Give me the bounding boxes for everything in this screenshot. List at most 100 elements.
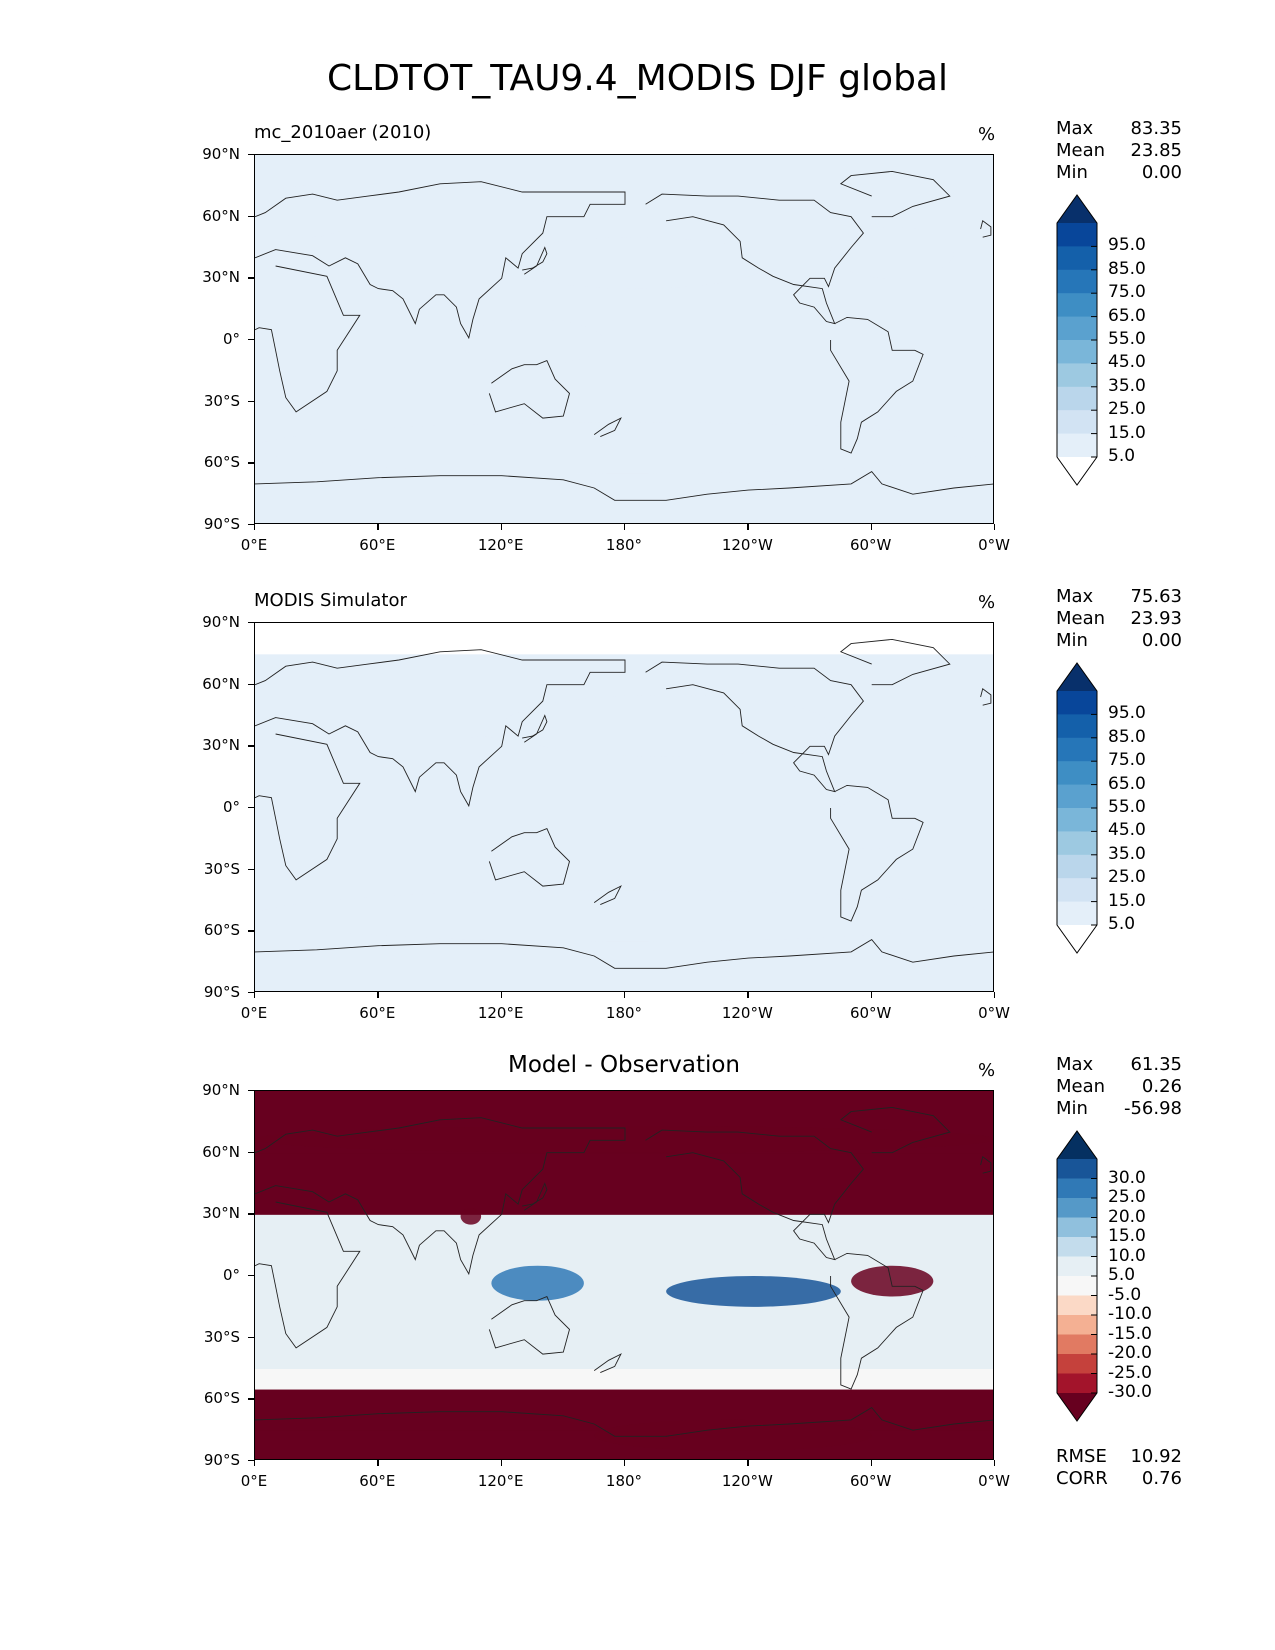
metric-rmse: RMSE 10.92 <box>1056 1446 1182 1468</box>
lat-tick-label: 0° <box>222 330 240 348</box>
zonal-band <box>255 155 993 187</box>
colorbar-swatch <box>1057 386 1097 411</box>
zonal-band <box>255 962 993 991</box>
region-feature <box>491 1265 584 1301</box>
colorbar-extend-min <box>1057 457 1097 485</box>
lon-tick <box>747 992 749 998</box>
colorbar-swatch <box>1057 1159 1097 1179</box>
panel-observation: MODIS Simulator % 90°N 60°N 30°N 0° 30°S 60°S… <box>0 586 1275 1022</box>
colorbar-tick-label: 65.0 <box>1108 305 1146 326</box>
map-plot <box>254 154 994 524</box>
colorbar-tick-label: 15.0 <box>1108 1226 1146 1246</box>
region-feature <box>851 1265 934 1297</box>
coastline <box>593 1353 622 1374</box>
coastline <box>255 471 993 501</box>
lon-tick <box>994 1460 996 1466</box>
lat-tick-label: 60°N <box>202 1142 240 1161</box>
lat-tick <box>248 1275 254 1277</box>
stat-min-value: 0.00 <box>1141 630 1182 651</box>
lon-tick-label: 120°W <box>721 1004 773 1022</box>
colorbar-tick-label: 95.0 <box>1108 235 1146 256</box>
zonal-band <box>255 1337 993 1369</box>
stat-min-value: 0.00 <box>1141 162 1182 183</box>
lat-tick-label: 60°N <box>202 674 240 693</box>
map-svg <box>255 1091 993 1459</box>
colorbar-extend-max <box>1057 1131 1097 1159</box>
colorbar-swatch <box>1057 1315 1097 1335</box>
lat-tick <box>248 868 254 871</box>
region-features <box>255 185 993 474</box>
colorbar-swatch <box>1057 246 1097 271</box>
colorbar-swatch <box>1057 1276 1097 1296</box>
colorbar-svg <box>1056 1130 1098 1422</box>
zonal-band <box>255 1214 993 1246</box>
stat-max-value: 61.35 <box>1130 1054 1182 1075</box>
panel-title: Model - Observation <box>507 1052 741 1078</box>
region-feature <box>255 1125 993 1153</box>
colorbar-tick-label: 15.0 <box>1108 890 1146 911</box>
lat-tick-label: 90°S <box>203 983 240 1001</box>
colorbar-svg <box>1056 662 1098 954</box>
colorbar-extend-min <box>1057 1393 1097 1421</box>
region-feature <box>460 1208 482 1225</box>
colorbar-swatch <box>1057 1354 1097 1374</box>
region-features <box>255 1125 993 1451</box>
lon-tick <box>500 524 503 530</box>
stat-max-value: 75.63 <box>1130 586 1182 607</box>
lat-tick-label: 30°N <box>202 268 240 287</box>
stat-min-label: Min <box>1056 1098 1088 1119</box>
lon-tick <box>870 992 873 998</box>
lat-tick <box>248 745 254 747</box>
lon-tick <box>747 1460 749 1466</box>
coastline <box>522 714 548 743</box>
lon-tick <box>377 524 379 530</box>
colorbar-tick-label: 75.0 <box>1108 282 1146 303</box>
colorbar <box>1056 1130 1100 1426</box>
colorbar-swatch <box>1057 831 1097 856</box>
zonal-band <box>255 401 993 423</box>
lon-tick-label: 60°W <box>849 536 892 554</box>
lat-tick <box>248 400 254 403</box>
colorbar-swatch <box>1057 1237 1097 1257</box>
stat-min-value: -56.98 <box>1123 1098 1182 1119</box>
lon-tick <box>870 524 873 530</box>
coastline <box>593 885 622 906</box>
colorbar-tick-label: -10.0 <box>1108 1304 1152 1324</box>
colorbar-tick-label: 95.0 <box>1108 703 1146 724</box>
lon-tick <box>624 524 626 530</box>
lon-tick <box>870 1460 873 1466</box>
colorbar-extend-max <box>1057 195 1097 223</box>
region-feature <box>460 319 605 365</box>
coastline <box>488 828 571 887</box>
stat-min-label: Min <box>1056 630 1088 651</box>
lon-tick-label: 120°W <box>721 1472 773 1490</box>
lon-tick <box>500 992 503 998</box>
stat-mean-label: Mean <box>1056 608 1106 629</box>
metrics-block: RMSE 10.92 CORR 0.76 <box>1056 1446 1182 1490</box>
lon-tick-label: 0°W <box>978 536 1010 554</box>
panel-model: mc_2010aer (2010) % 90°N 60°N 30°N 0° 30°S 60… <box>0 118 1275 554</box>
colorbar-tick-label: 45.0 <box>1108 352 1146 373</box>
colorbar-swatch <box>1057 878 1097 902</box>
lat-tick <box>248 622 254 624</box>
colorbar-extend-min <box>1057 925 1097 953</box>
lat-tick <box>248 462 254 464</box>
lon-tick-label: 0°E <box>240 1472 268 1490</box>
zonal-band <box>255 370 993 403</box>
colorbar-tick-label: 85.0 <box>1108 258 1146 279</box>
coastline <box>980 688 992 706</box>
colorbar-tick-label: 85.0 <box>1108 726 1146 747</box>
lon-tick-label: 0°W <box>978 1472 1010 1490</box>
stat-mean-value: 23.93 <box>1130 608 1182 629</box>
units-label: % <box>978 124 996 145</box>
lon-tick-label: 120°W <box>721 536 773 554</box>
zonal-band <box>255 1183 993 1215</box>
stat-min: Min 0.00 <box>1056 630 1182 652</box>
colorbar-swatch <box>1057 1256 1097 1277</box>
region-feature <box>255 422 993 474</box>
colorbar-tick-label: -5.0 <box>1108 1284 1142 1305</box>
stat-max-label: Max <box>1056 118 1094 139</box>
colorbar-swatch <box>1057 340 1097 364</box>
colorbar-swatch <box>1057 223 1097 247</box>
colorbar-swatch <box>1057 1217 1097 1238</box>
